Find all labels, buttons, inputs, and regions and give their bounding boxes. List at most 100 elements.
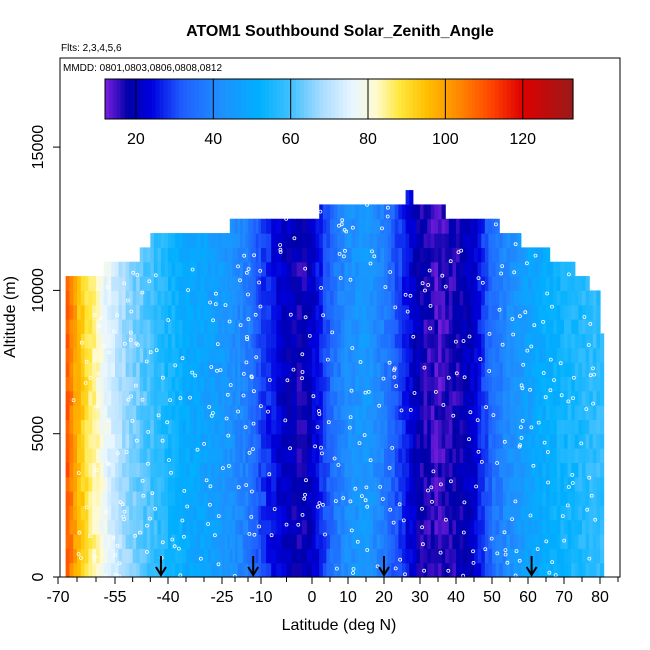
heatmap-cell <box>200 247 205 263</box>
observation-marker <box>202 441 207 446</box>
heatmap-cell <box>132 562 137 578</box>
heatmap-cell <box>420 218 425 234</box>
heatmap-cell <box>266 290 272 306</box>
heatmap-cell <box>245 276 249 291</box>
heatmap-cell <box>73 448 78 463</box>
heatmap-cell <box>286 233 293 249</box>
heatmap-cell <box>84 362 89 377</box>
heatmap-cell <box>484 462 489 478</box>
heatmap-cell <box>571 290 576 306</box>
heatmap-cell <box>459 448 464 463</box>
heatmap-cell <box>281 491 288 506</box>
heatmap-cell <box>319 304 324 320</box>
heatmap-cell <box>499 347 504 363</box>
heatmap-cell <box>369 362 374 377</box>
heatmap-cell <box>477 462 482 478</box>
observation-marker <box>288 312 293 317</box>
observation-marker <box>586 343 591 347</box>
observation-marker <box>140 397 145 402</box>
heatmap-cell <box>538 419 543 435</box>
heatmap-cell <box>564 491 569 506</box>
heatmap-cell <box>481 476 486 492</box>
heatmap-cell <box>227 333 231 349</box>
heatmap-cell <box>448 562 453 578</box>
heatmap-cell <box>567 548 572 564</box>
heatmap-cell <box>115 548 120 564</box>
colorbar-segment <box>342 79 348 119</box>
observation-marker <box>405 309 410 314</box>
heatmap-cell <box>227 376 231 392</box>
heatmap-cell <box>402 491 407 506</box>
heatmap-cell <box>556 304 561 320</box>
heatmap-cell <box>484 519 489 535</box>
heatmap-cell <box>175 448 180 463</box>
heatmap-cell <box>84 390 89 406</box>
heatmap-cell <box>445 491 450 506</box>
heatmap-cell <box>111 290 116 306</box>
heatmap-cell <box>301 233 308 249</box>
heatmap-cell <box>178 333 183 349</box>
heatmap-cell <box>492 448 497 463</box>
heatmap-cell <box>248 462 252 478</box>
heatmap-cell <box>286 548 293 564</box>
heatmap-cell <box>423 462 428 478</box>
heatmap-cell <box>434 218 439 234</box>
heatmap-cell <box>348 548 353 564</box>
heatmap-cell <box>430 390 435 406</box>
observation-marker <box>572 375 576 380</box>
heatmap-cell <box>261 505 267 521</box>
heatmap-cell <box>376 462 381 478</box>
heatmap-cell <box>330 534 335 549</box>
heatmap-cell <box>153 290 158 306</box>
heatmap-cell <box>427 204 432 220</box>
heatmap-cell <box>348 376 353 392</box>
heatmap-cell <box>118 304 123 320</box>
heatmap-cell <box>65 505 70 521</box>
heatmap-cell <box>387 204 392 220</box>
heatmap-cell <box>380 376 385 392</box>
colorbar-segment <box>424 79 430 119</box>
heatmap-cell <box>488 319 493 334</box>
observation-marker <box>215 342 220 347</box>
heatmap-cell <box>276 319 282 334</box>
heatmap-cell <box>441 218 446 234</box>
heatmap-cell <box>337 247 342 263</box>
observation-marker <box>207 405 212 409</box>
heatmap-cell <box>103 534 108 549</box>
observation-marker <box>487 369 492 373</box>
heatmap-cell <box>445 247 450 263</box>
heatmap-cell <box>513 276 518 291</box>
heatmap-cell <box>214 562 219 578</box>
heatmap-cell <box>168 233 173 249</box>
heatmap-cell <box>157 505 162 521</box>
heatmap-cell <box>441 362 446 377</box>
heatmap-cell <box>229 448 233 463</box>
heatmap-cell <box>139 491 144 506</box>
heatmap-cell <box>160 548 166 564</box>
heatmap-cell <box>143 476 148 492</box>
observation-marker <box>167 458 171 463</box>
heatmap-cell <box>96 319 101 334</box>
observation-marker <box>420 542 425 547</box>
heatmap-cell <box>409 519 414 535</box>
heatmap-cell <box>232 476 236 492</box>
heatmap-cell <box>175 548 180 564</box>
heatmap-cell <box>204 333 209 349</box>
heatmap-cell <box>232 433 236 449</box>
heatmap-cell <box>153 405 158 420</box>
heatmap-cell <box>182 462 187 478</box>
heatmap-cell <box>160 519 166 535</box>
observation-marker <box>169 470 173 475</box>
heatmap-cell <box>420 362 425 377</box>
heatmap-cell <box>291 319 298 334</box>
heatmap-cell <box>175 519 180 535</box>
heatmap-cell <box>574 405 579 420</box>
heatmap-cell <box>466 247 471 263</box>
heatmap-cell <box>242 505 246 521</box>
colorbar-segment <box>440 79 445 119</box>
heatmap-cell <box>477 362 482 377</box>
heatmap-cell <box>333 548 338 564</box>
heatmap-cell <box>574 505 579 521</box>
heatmap-cell <box>235 261 239 277</box>
heatmap-cell <box>255 233 259 249</box>
